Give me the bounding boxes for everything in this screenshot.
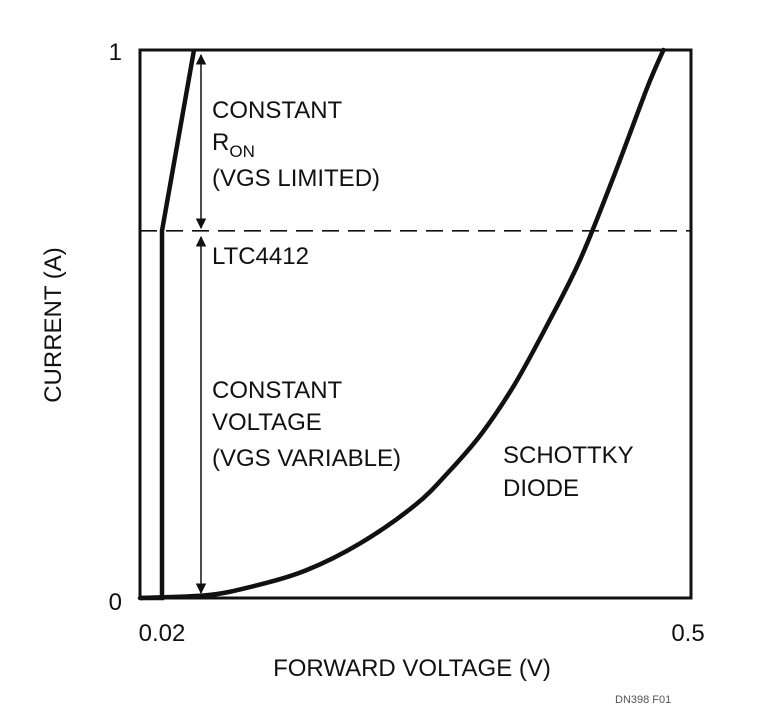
schottky-diode-series-line (137, 47, 666, 601)
annotation-constant-ron-line2: RON (212, 129, 255, 161)
x-axis-title: FORWARD VOLTAGE (V) (273, 655, 551, 682)
annotation-constant-voltage-line1: CONSTANT (212, 377, 343, 404)
annotation-vgs-limited: (VGS LIMITED) (212, 165, 380, 192)
y-axis-title: CURRENT (A) (40, 247, 67, 403)
ltc4412-series-line (140, 49, 197, 601)
annotation-constant-ron-line1: CONSTANT (212, 97, 343, 124)
figure-code: DN398 F01 (615, 694, 672, 706)
annotation-schottky-line1: SCHOTTKY (503, 442, 634, 469)
x-tick-label-max: 0.5 (671, 620, 704, 647)
x-tick-label-min: 0.02 (139, 620, 186, 647)
annotation-ltc4412: LTC4412 (212, 243, 309, 270)
annotation-constant-voltage-line2: VOLTAGE (212, 409, 322, 436)
y-tick-label-max: 1 (109, 39, 122, 66)
annotation-vgs-variable: (VGS VARIABLE) (212, 445, 401, 472)
annotation-schottky-line2: DIODE (503, 475, 579, 502)
plot-frame (138, 48, 693, 600)
y-tick-label-min: 0 (109, 589, 122, 616)
